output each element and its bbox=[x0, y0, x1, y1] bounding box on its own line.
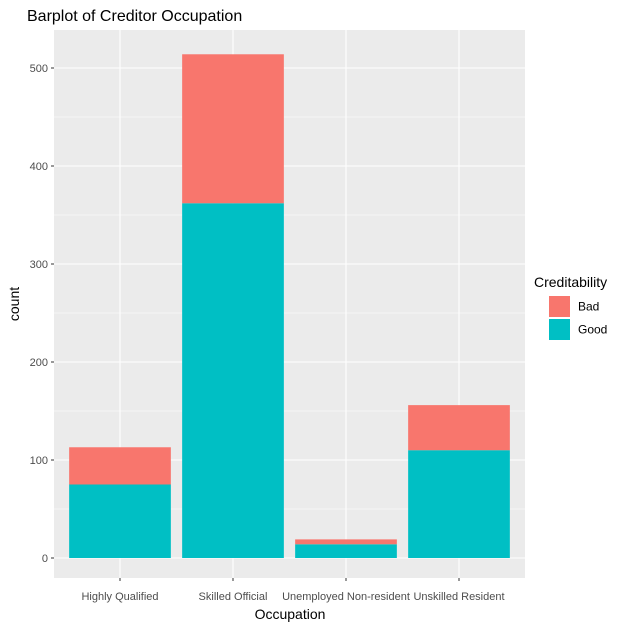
y-axis-title: count bbox=[6, 287, 22, 321]
x-axis: Highly Qualified Skilled Official Unemploy… bbox=[81, 578, 505, 603]
y-tick-label: 500 bbox=[30, 63, 48, 75]
legend-title: Creditability bbox=[534, 274, 607, 290]
y-tick-label: 0 bbox=[42, 553, 48, 565]
y-tick-label: 300 bbox=[30, 259, 48, 271]
y-axis: 0 100 200 300 400 500 bbox=[30, 63, 54, 565]
chart-title: Barplot of Creditor Occupation bbox=[27, 8, 242, 25]
bar-bad bbox=[408, 405, 510, 451]
bar-bad bbox=[295, 539, 397, 545]
legend-label-good: Good bbox=[578, 323, 607, 337]
bar-good bbox=[69, 484, 171, 558]
x-tick-label: Highly Qualified bbox=[81, 591, 158, 603]
bar-bad bbox=[69, 447, 171, 485]
bars-layer bbox=[69, 54, 510, 559]
y-tick-label: 200 bbox=[30, 357, 48, 369]
bar-bad bbox=[182, 54, 284, 204]
x-tick-label: Skilled Official bbox=[199, 591, 268, 603]
legend-label-bad: Bad bbox=[578, 300, 599, 314]
x-tick-label: Unskilled Resident bbox=[413, 591, 504, 603]
x-tick-label: Unemployed Non-resident bbox=[282, 591, 410, 603]
bar-good bbox=[182, 203, 284, 559]
legend-key-good bbox=[549, 319, 570, 340]
y-tick-label: 100 bbox=[30, 455, 48, 467]
legend-items: Bad Good bbox=[549, 296, 607, 340]
legend-key-bad bbox=[549, 296, 570, 317]
legend: Creditability Bad Good bbox=[534, 274, 607, 340]
y-tick-label: 400 bbox=[30, 161, 48, 173]
bar-good bbox=[295, 544, 397, 558]
bar-good bbox=[408, 450, 510, 558]
grid-layer bbox=[54, 30, 525, 578]
x-axis-title: Occupation bbox=[255, 606, 326, 622]
